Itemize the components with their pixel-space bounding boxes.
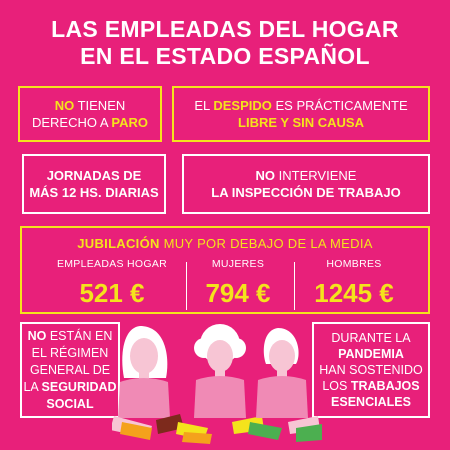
box-jubilacion bbox=[20, 226, 430, 314]
woman-figure-2 bbox=[176, 324, 264, 444]
box-despido: EL DESPIDO ES PRÁCTICAMENTE LIBRE Y SIN … bbox=[172, 86, 430, 142]
pandemia-l2: PANDEMIA bbox=[338, 347, 404, 361]
inspeccion-line2: LA INSPECCIÓN DE TRABAJO bbox=[211, 185, 401, 200]
paro-line2-strong: PARO bbox=[111, 115, 149, 130]
title-line-2: EN EL ESTADO ESPAÑOL bbox=[80, 43, 370, 69]
stat-label: EMPLEADAS HOGAR bbox=[56, 258, 168, 270]
jubilacion-strong: JUBILACIÓN bbox=[77, 236, 160, 251]
woman-figure-3 bbox=[248, 328, 322, 442]
box-seguridad-social: NO ESTÁN EN EL RÉGIMEN GENERAL DE LA SEG… bbox=[20, 322, 120, 418]
stat-value: 1245 € bbox=[314, 278, 394, 308]
seguridad-no: NO bbox=[27, 328, 47, 343]
paro-line2-pre: DERECHO A bbox=[31, 115, 112, 130]
stat-column-hombres: HOMBRES 1245 € bbox=[294, 258, 414, 309]
woman-figure-1 bbox=[112, 326, 184, 440]
stat-divider bbox=[186, 262, 187, 310]
seguridad-l3: GENERAL DE bbox=[29, 362, 111, 377]
pandemia-l4-strong: TRABAJOS bbox=[350, 379, 420, 393]
pandemia-l1: DURANTE LA bbox=[331, 331, 411, 345]
pandemia-l4-pre: LOS bbox=[322, 379, 351, 393]
pandemia-l5: ESENCIALES bbox=[331, 395, 411, 409]
seguridad-l5: SOCIAL bbox=[46, 396, 94, 411]
box-pandemia: DURANTE LA PANDEMIA HAN SOSTENIDO LOS TR… bbox=[312, 322, 430, 418]
despido-line2: LIBRE Y SIN CAUSA bbox=[238, 115, 364, 130]
stat-label: MUJERES bbox=[211, 258, 265, 270]
title-line-1: LAS EMPLEADAS DEL HOGAR bbox=[51, 16, 399, 42]
seguridad-l4-pre: LA bbox=[23, 379, 42, 394]
stat-column-empleadas: EMPLEADAS HOGAR 521 € bbox=[52, 258, 172, 309]
stat-column-mujeres: MUJERES 794 € bbox=[178, 258, 298, 309]
seguridad-l2: EL RÉGIMEN bbox=[31, 345, 109, 360]
women-illustration bbox=[112, 324, 322, 444]
paro-rest: TIENEN bbox=[74, 98, 126, 113]
despido-post: ES PRÁCTICAMENTE bbox=[271, 98, 408, 113]
stat-value: 794 € bbox=[205, 278, 271, 308]
jornadas-line2: MÁS 12 Hs. DIARIAS bbox=[29, 185, 159, 200]
jubilacion-rest: MUY POR DEBAJO DE LA MEDIA bbox=[159, 236, 373, 251]
pandemia-l3: HAN SOSTENIDO bbox=[319, 363, 423, 377]
box-no-paro: NO TIENEN DERECHO A PARO bbox=[18, 86, 162, 142]
despido-strong: DESPIDO bbox=[213, 98, 272, 113]
inspeccion-no: NO bbox=[255, 168, 276, 183]
stat-value: 521 € bbox=[79, 278, 145, 308]
inspeccion-rest: INTERVIENE bbox=[275, 168, 357, 183]
seguridad-l4-strong: SEGURIDAD bbox=[41, 379, 117, 394]
paro-no: NO bbox=[54, 98, 75, 113]
stat-label: HOMBRES bbox=[326, 258, 382, 270]
box-jornadas: JORNADAS DE MÁS 12 Hs. DIARIAS bbox=[22, 154, 166, 214]
page-title: LAS EMPLEADAS DEL HOGAR EN EL ESTADO ESP… bbox=[0, 16, 450, 70]
seguridad-l1: ESTÁN EN bbox=[46, 328, 113, 343]
despido-pre: EL bbox=[194, 98, 214, 113]
stat-divider bbox=[294, 262, 295, 310]
box-inspeccion: NO INTERVIENE LA INSPECCIÓN DE TRABAJO bbox=[182, 154, 430, 214]
jornadas-line1: JORNADAS DE bbox=[46, 168, 142, 183]
jubilacion-title: JUBILACIÓN MUY POR DEBAJO DE LA MEDIA bbox=[20, 236, 430, 251]
